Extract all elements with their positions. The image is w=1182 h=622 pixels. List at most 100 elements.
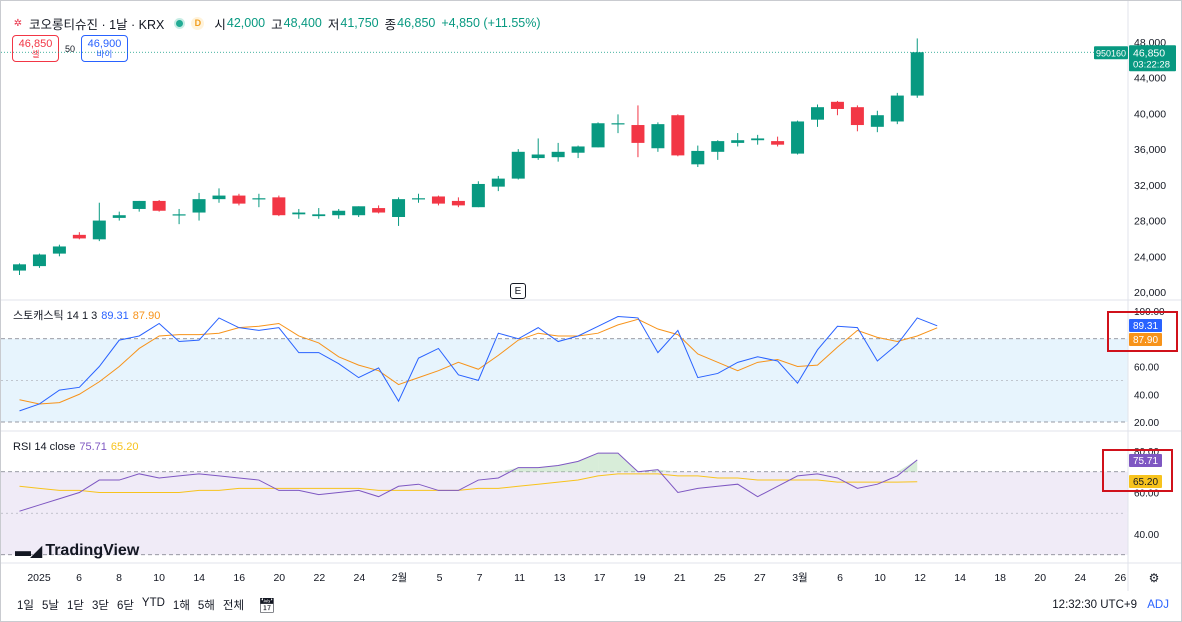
time-tick-label: 13 — [554, 572, 566, 584]
last-price-badge — [1129, 45, 1176, 72]
range-button-0[interactable]: 1일 — [17, 600, 34, 612]
candle-body — [751, 138, 765, 141]
candle[interactable] — [32, 253, 46, 268]
candle[interactable] — [72, 232, 86, 240]
candle[interactable] — [850, 105, 864, 132]
time-tick-label: 10 — [153, 572, 165, 584]
candle-body — [711, 141, 725, 152]
candle[interactable] — [751, 134, 765, 145]
range-button-2[interactable]: 1닫 — [66, 600, 84, 612]
rsi-name: RSI 14 close — [13, 441, 76, 453]
buy-button[interactable]: 46,900 바이 — [81, 35, 128, 62]
candle[interactable] — [451, 197, 465, 208]
candle[interactable] — [392, 197, 406, 226]
candle[interactable] — [312, 208, 326, 219]
candle[interactable] — [711, 140, 725, 160]
candle[interactable] — [112, 211, 126, 221]
adjust-button[interactable]: ADJ — [1147, 599, 1169, 611]
candle[interactable] — [511, 149, 525, 180]
symbol-title[interactable]: 코오롱티슈진 · 1날 · KRX — [29, 17, 165, 32]
time-tick-label: 25 — [714, 572, 726, 584]
range-buttons: 1일 5날 1닫 3닫 6닫 YTD 1해 5해 전체 — [1, 597, 244, 613]
tradingview-logo[interactable]: ▬◢ TradingView — [15, 541, 139, 561]
rsi-ma-badge — [1129, 475, 1162, 488]
candle[interactable] — [910, 38, 924, 98]
candle[interactable] — [352, 206, 366, 217]
range-button-6[interactable]: 1해 — [172, 600, 190, 612]
stoch-legend[interactable]: 스토캐스틱 14 1 3 89.31 87.90 — [13, 307, 160, 323]
candle[interactable] — [332, 208, 346, 219]
candle[interactable] — [212, 188, 226, 203]
rsi-overbought-fill — [538, 465, 559, 472]
time-tick-label: 6 — [837, 572, 843, 584]
earnings-event-marker[interactable]: E — [510, 283, 526, 299]
time-tick-label: 3월 — [792, 572, 808, 584]
candle-body — [32, 254, 46, 267]
calendar-goto-icon[interactable]: 📅︎ — [258, 596, 276, 613]
candle[interactable] — [372, 205, 386, 214]
candle[interactable] — [870, 110, 884, 133]
range-button-5[interactable]: YTD — [141, 597, 165, 609]
candle[interactable] — [830, 100, 844, 116]
stoch-k-badge-text: 89.31 — [1133, 321, 1158, 332]
stoch-k-line — [19, 316, 938, 412]
candle-body — [72, 234, 86, 239]
candle[interactable] — [292, 208, 306, 219]
candle[interactable] — [232, 193, 246, 206]
candle[interactable] — [132, 200, 146, 212]
candle[interactable] — [651, 122, 665, 152]
candle[interactable] — [890, 92, 904, 125]
range-button-1[interactable]: 5날 — [41, 600, 59, 612]
candle-body — [671, 115, 685, 156]
candle[interactable] — [431, 195, 445, 206]
rsi-legend[interactable]: RSI 14 close 75.71 65.20 — [13, 441, 138, 453]
rsi-overbought-fill — [518, 467, 539, 472]
candle[interactable] — [531, 138, 545, 160]
candle[interactable] — [771, 136, 785, 147]
candle[interactable] — [13, 263, 26, 276]
range-button-8[interactable]: 전체 — [222, 600, 245, 612]
range-button-4[interactable]: 6닫 — [116, 600, 134, 612]
candle[interactable] — [571, 145, 585, 159]
candle[interactable] — [52, 244, 66, 257]
highlight-box-stoch — [1107, 311, 1178, 352]
candle[interactable] — [252, 193, 266, 208]
candle[interactable] — [412, 193, 425, 203]
buy-price: 46,900 — [87, 37, 122, 50]
candle-body — [13, 264, 26, 271]
price-tick-label: 36,000 — [1134, 144, 1166, 156]
candle[interactable] — [791, 120, 805, 155]
clock-timezone[interactable]: 12:32:30 UTC+9 — [1052, 599, 1137, 611]
rsi-tick-label: 40.00 — [1134, 530, 1159, 541]
delayed-data-badge[interactable]: D — [191, 16, 205, 30]
stoch-name: 스토캐스틱 14 1 3 — [13, 310, 98, 322]
candle[interactable] — [152, 200, 166, 212]
candle[interactable] — [731, 133, 745, 147]
range-button-3[interactable]: 3닫 — [91, 600, 109, 612]
candle[interactable] — [172, 208, 186, 225]
candle[interactable] — [92, 202, 106, 242]
range-button-7[interactable]: 5해 — [197, 600, 215, 612]
candle[interactable] — [691, 145, 705, 167]
candle[interactable] — [671, 114, 685, 157]
candle[interactable] — [631, 105, 645, 158]
candle[interactable] — [591, 122, 605, 148]
candle-body — [132, 200, 146, 209]
candle[interactable] — [192, 192, 206, 221]
sell-button[interactable]: 46,850 셀 — [12, 35, 59, 62]
candle-body — [372, 208, 386, 213]
candle[interactable] — [272, 195, 286, 217]
time-axis-settings-icon[interactable]: ⚙ — [1149, 571, 1160, 585]
candle-body — [431, 196, 445, 204]
candle[interactable] — [491, 175, 505, 192]
candle[interactable] — [471, 181, 485, 208]
candle[interactable] — [611, 114, 625, 134]
candle[interactable] — [551, 142, 565, 162]
chart-svg[interactable]: 48,00044,00040,00036,00032,00028,00024,0… — [1, 1, 1181, 591]
sell-label: 셀 — [31, 48, 40, 59]
rsi-overbought-fill — [897, 459, 918, 472]
rsi-overbought-fill — [558, 461, 579, 472]
candle[interactable] — [811, 104, 824, 127]
stoch-tick-label: 20.00 — [1134, 418, 1159, 429]
